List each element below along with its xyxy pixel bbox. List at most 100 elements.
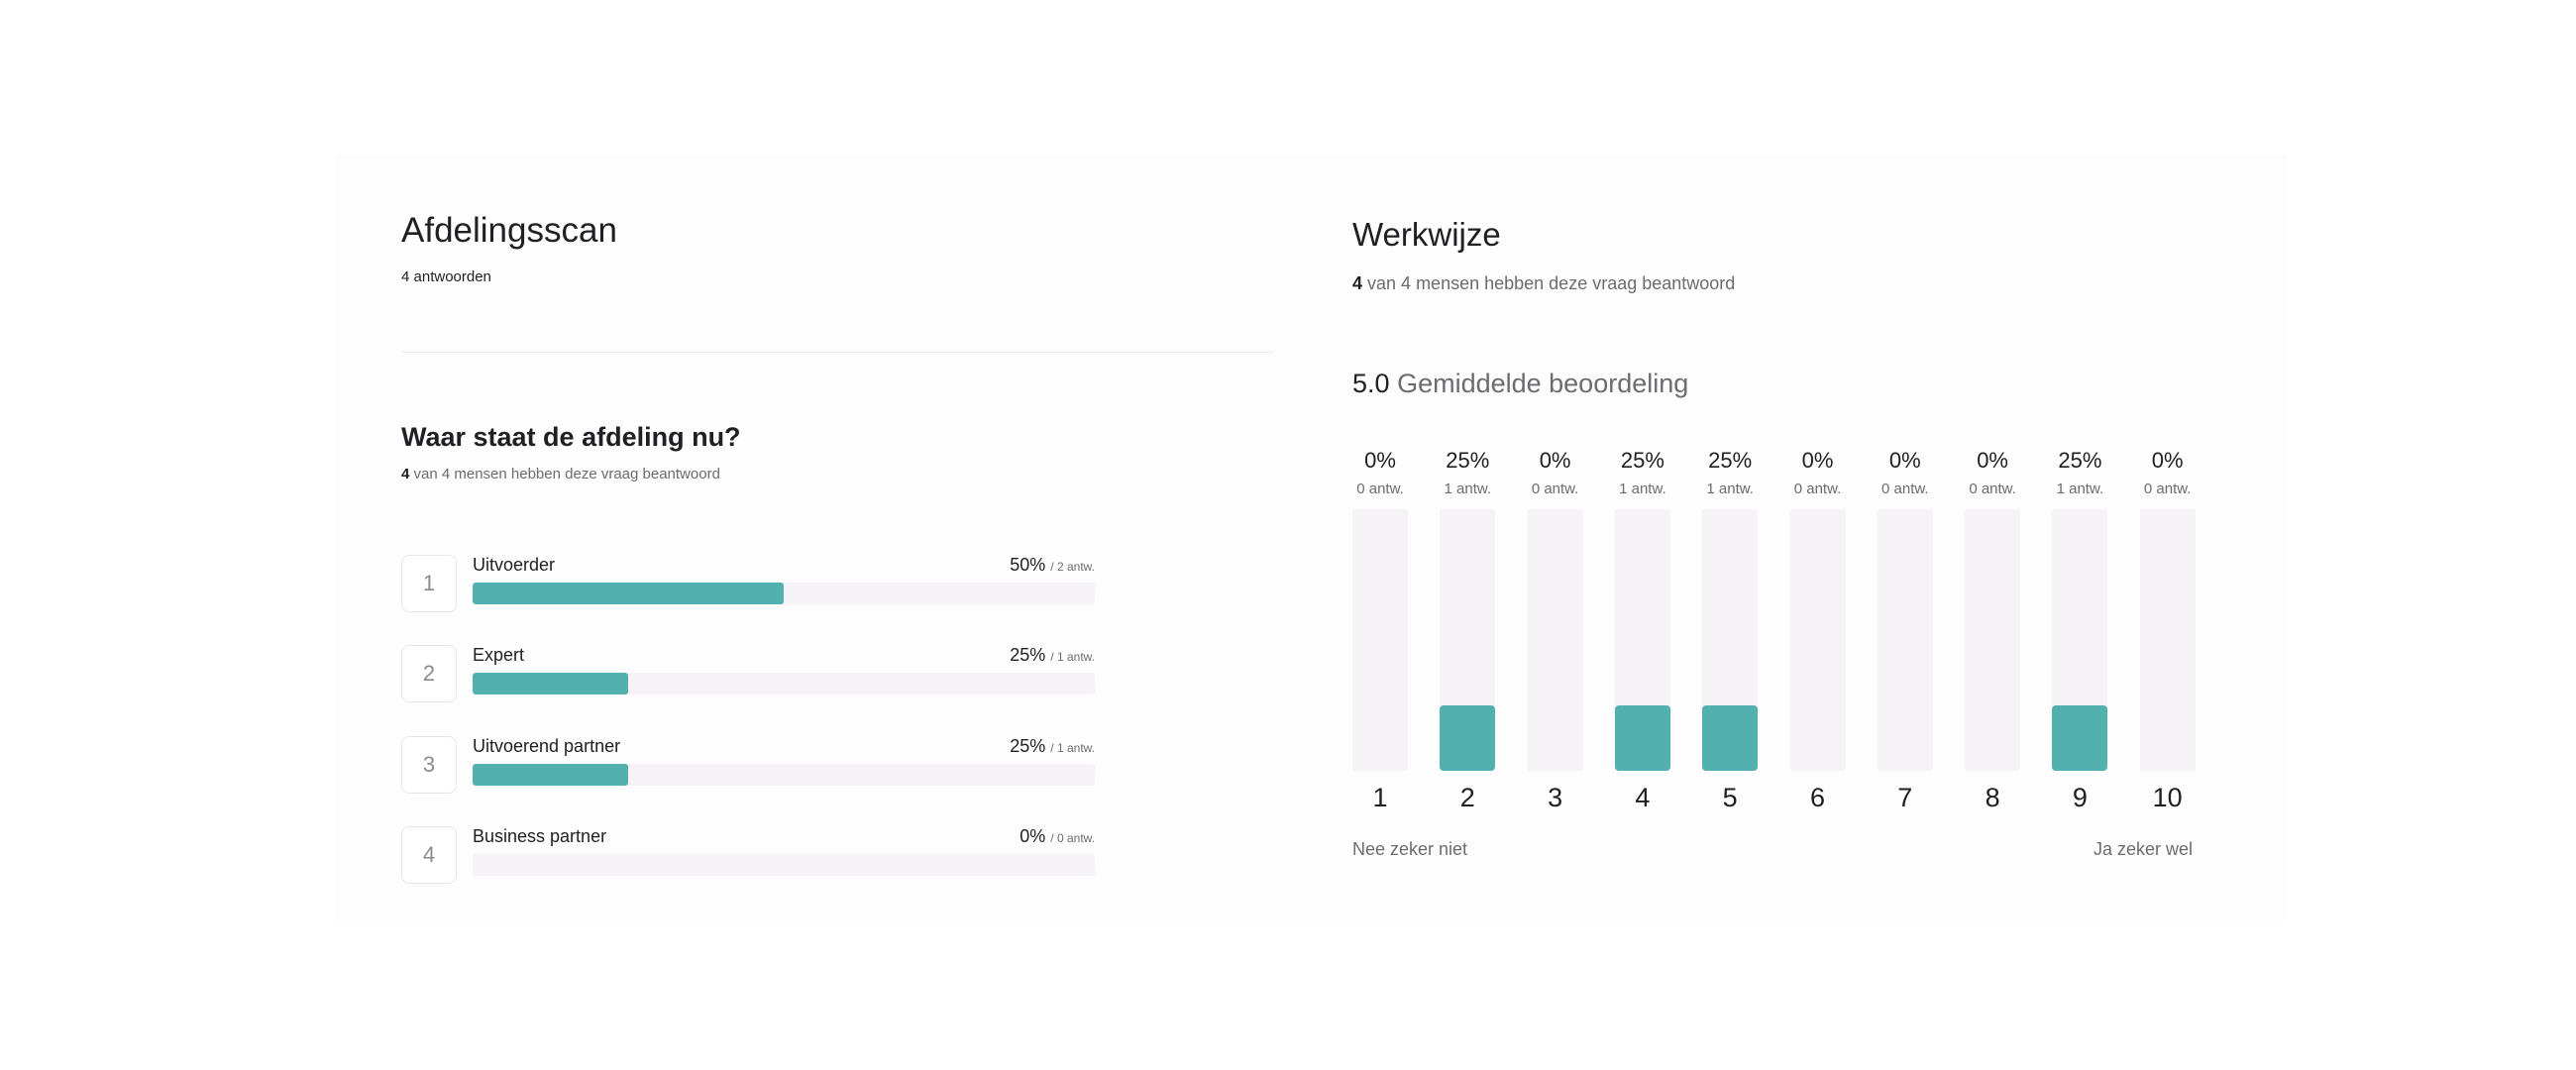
rating-percentage: 25%: [2058, 448, 2102, 473]
option-label: Uitvoerend partner: [473, 736, 621, 756]
list-item: 1 Uitvoerder 50% / 2 antw.: [401, 555, 1095, 616]
rating-bar-track: [1527, 509, 1583, 771]
rating-tick-label: 6: [1809, 783, 1826, 812]
rating-bar-track: [1789, 509, 1846, 771]
answered-count: 4: [1352, 273, 1363, 293]
option-bar-fill: [473, 764, 628, 786]
rating-column-4: 25% 1 antw. 4: [1614, 448, 1670, 814]
rating-count: 1 antw.: [1619, 481, 1666, 497]
rating-column-5: 25% 1 antw. 5: [1702, 448, 1759, 814]
rating-percentage: 0%: [2151, 448, 2184, 473]
rating-column-6: 0% 0 antw. 6: [1789, 448, 1846, 814]
option-number: 1: [401, 555, 457, 612]
option-pct-value: 0%: [1020, 826, 1046, 846]
rating-tick-label: 10: [2152, 783, 2183, 812]
scale-high-label: Ja zeker wel: [2093, 839, 2193, 859]
rating-bar: [2052, 705, 2108, 771]
rating-bar-track: [1877, 509, 1933, 771]
option-percentage: 0% / 0 antw.: [1020, 826, 1095, 847]
list-item: 2 Expert 25% / 1 antw.: [401, 645, 1095, 706]
rating-percentage: 0%: [1364, 448, 1396, 473]
rating-count: 0 antw.: [1793, 481, 1842, 497]
rating-percentage: 0%: [1888, 448, 1921, 473]
average-label: Gemiddelde beoordeling: [1397, 369, 1689, 398]
answered-text: van 4 mensen hebben deze vraag beantwoor…: [1367, 273, 1736, 293]
rating-count: 0 antw.: [2143, 481, 2192, 497]
option-label: Business partner: [473, 826, 607, 846]
rating-column-7: 0% 0 antw. 7: [1877, 448, 1933, 814]
option-pct-value: 25%: [1010, 645, 1046, 665]
survey-title: Afdelingsscan: [401, 211, 617, 250]
option-pct-value: 25%: [1010, 736, 1046, 756]
option-label: Expert: [473, 645, 525, 665]
rating-column-3: 0% 0 antw. 3: [1527, 448, 1583, 814]
answered-text: van 4 mensen hebben deze vraag beantwoor…: [413, 466, 720, 482]
rating-bar-track: [1352, 509, 1408, 771]
rating-column-9: 25% 1 antw. 9: [2052, 448, 2108, 814]
rating-count: 1 antw.: [1706, 481, 1754, 497]
rating-bar: [1614, 705, 1670, 771]
option-pct-value: 50%: [1010, 555, 1046, 575]
rating-bar-track: [1965, 509, 2021, 771]
rating-tick-label: 9: [2072, 783, 2088, 812]
rating-column-8: 0% 0 antw. 8: [1965, 448, 2021, 814]
option-number: 2: [401, 645, 457, 702]
option-percentage: 25% / 1 antw.: [1010, 645, 1095, 666]
rating-percentage: 25%: [1708, 448, 1753, 473]
average-rating: 5.0 Gemiddelde beoordeling: [1352, 369, 1688, 399]
question-title-werkwijze: Werkwijze: [1352, 216, 1501, 253]
rating-column-2: 25% 1 antw. 2: [1440, 448, 1496, 814]
rating-count: 0 antw.: [1356, 481, 1404, 497]
option-count: / 1 antw.: [1050, 741, 1095, 755]
option-bar-track: [473, 673, 1095, 695]
question-answered-info: 4 van 4 mensen hebben deze vraag beantwo…: [1352, 273, 1735, 294]
rating-bar-track: [1614, 509, 1670, 771]
rating-percentage: 25%: [1446, 448, 1490, 473]
rating-bar: [1702, 705, 1759, 771]
scale-low-label: Nee zeker niet: [1352, 839, 1468, 859]
rating-tick-label: 3: [1548, 783, 1563, 812]
rating-count: 1 antw.: [2056, 481, 2104, 497]
section-divider: [401, 352, 1273, 353]
rating-tick-label: 7: [1897, 783, 1913, 812]
rating-count: 1 antw.: [1444, 481, 1492, 497]
option-bar-fill: [473, 583, 784, 604]
list-item: 4 Business partner 0% / 0 antw.: [401, 826, 1095, 888]
rating-percentage: 0%: [1977, 448, 2008, 473]
option-percentage: 50% / 2 antw.: [1010, 555, 1095, 576]
question-title: Waar staat de afdeling nu?: [401, 422, 741, 452]
rating-percentage: 0%: [1539, 448, 1571, 473]
option-count: / 0 antw.: [1050, 831, 1095, 845]
option-label: Uitvoerder: [473, 555, 556, 575]
question-answered-info: 4 van 4 mensen hebben deze vraag beantwo…: [401, 466, 720, 482]
rating-bar-track: [2052, 509, 2108, 771]
average-value: 5.0: [1352, 369, 1390, 398]
rating-bar-track: [1702, 509, 1759, 771]
rating-count: 0 antw.: [1881, 481, 1929, 497]
option-percentage: 25% / 1 antw.: [1010, 736, 1095, 757]
rating-tick-label: 1: [1372, 783, 1388, 812]
rating-bar-track: [2139, 509, 2196, 771]
response-count: 4 antwoorden: [401, 268, 491, 285]
rating-tick-label: 4: [1635, 783, 1651, 812]
rating-percentage: 25%: [1620, 448, 1664, 473]
rating-count: 0 antw.: [1531, 481, 1579, 497]
results-panel: [335, 154, 2287, 921]
option-bar-fill: [473, 673, 628, 695]
option-bar-track: [473, 583, 1095, 604]
rating-percentage: 0%: [1801, 448, 1834, 473]
option-bar-track: [473, 854, 1095, 876]
option-number: 4: [401, 826, 457, 884]
rating-column-1: 0% 0 antw. 1: [1352, 448, 1408, 814]
rating-bar: [1440, 705, 1496, 771]
list-item: 3 Uitvoerend partner 25% / 1 antw.: [401, 736, 1095, 798]
rating-tick-label: 2: [1459, 783, 1475, 812]
option-count: / 1 antw.: [1050, 650, 1095, 664]
rating-tick-label: 5: [1722, 783, 1738, 812]
option-count: / 2 antw.: [1050, 560, 1095, 574]
rating-tick-label: 8: [1985, 783, 2000, 812]
rating-bar-track: [1440, 509, 1496, 771]
rating-count: 0 antw.: [1969, 481, 2016, 497]
option-number: 3: [401, 736, 457, 794]
option-bar-track: [473, 764, 1095, 786]
